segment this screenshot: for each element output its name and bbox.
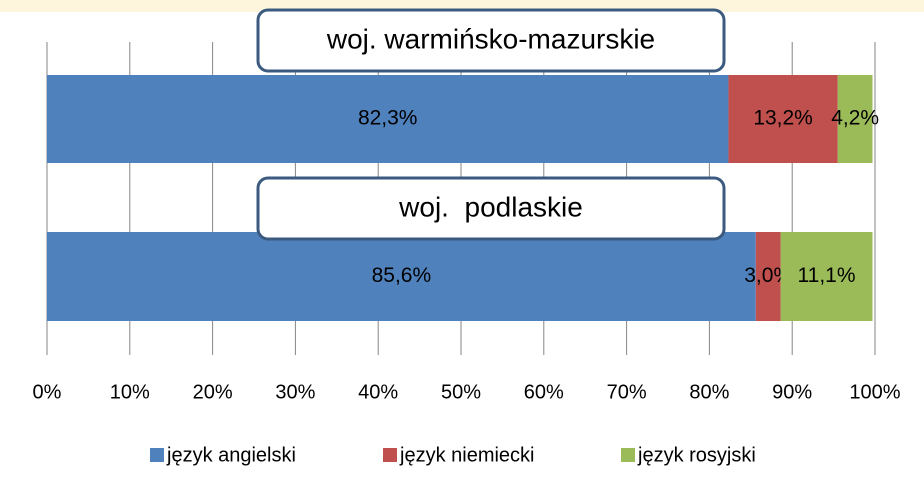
bar-segment — [728, 75, 838, 163]
x-tick-label: 50% — [441, 381, 481, 403]
x-tick-label: 30% — [275, 381, 315, 403]
x-tick-label: 80% — [689, 381, 729, 403]
bar-segment — [47, 75, 729, 163]
legend-swatch — [150, 448, 164, 462]
category-box — [256, 8, 726, 73]
category-box — [256, 176, 726, 241]
bar-segment — [780, 232, 873, 321]
category-label: woj. warmińsko-mazurskie — [326, 23, 655, 54]
x-tick-label: 70% — [607, 381, 647, 403]
value-label: 85,6% — [372, 264, 432, 287]
x-tick-label: 20% — [193, 381, 233, 403]
value-label: 82,3% — [358, 107, 418, 130]
x-tick-label: 100% — [849, 381, 900, 403]
bar-segment — [47, 232, 756, 321]
legend-swatch — [621, 448, 635, 462]
legend-label: język rosyjski — [637, 444, 756, 466]
value-label: 3,0% — [744, 264, 792, 287]
x-tick-label: 90% — [772, 381, 812, 403]
x-tick-label: 60% — [524, 381, 564, 403]
value-label: 13,2% — [753, 107, 813, 130]
x-tick-label: 0% — [33, 381, 62, 403]
legend-label: język niemiecki — [399, 444, 534, 466]
x-tick-label: 10% — [110, 381, 150, 403]
value-label: 11,1% — [798, 264, 856, 287]
legend-label: język angielski — [166, 444, 296, 466]
x-tick-label: 40% — [358, 381, 398, 403]
bar-segment — [755, 232, 781, 321]
category-label: woj. podlaskie — [398, 191, 583, 222]
legend-swatch — [383, 448, 397, 462]
value-label: 4,2% — [831, 107, 879, 130]
bar-segment — [837, 75, 873, 163]
